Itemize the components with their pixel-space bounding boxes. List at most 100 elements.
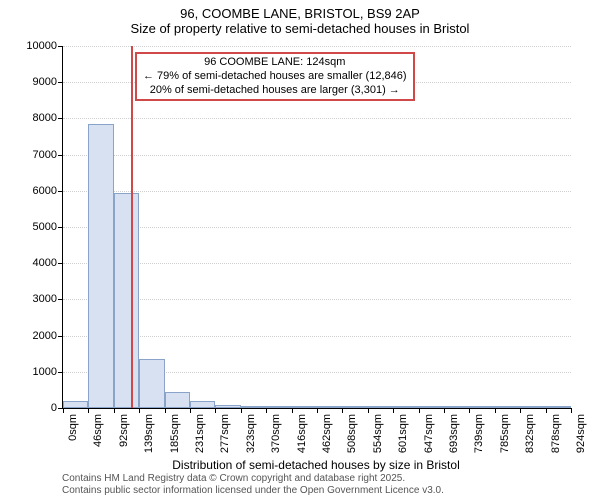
- xtick-mark: [342, 408, 343, 413]
- ytick-label: 0: [51, 402, 57, 414]
- histogram-bar: [292, 406, 317, 408]
- xtick-label: 462sqm: [321, 414, 333, 453]
- ytick-mark: [58, 82, 63, 83]
- annotation-line: ← 79% of semi-detached houses are smalle…: [143, 70, 407, 84]
- xtick-label: 277sqm: [219, 414, 231, 453]
- grid-line: [63, 299, 571, 300]
- histogram-bar: [419, 406, 444, 408]
- histogram-bar: [444, 406, 469, 408]
- xtick-mark: [317, 408, 318, 413]
- xtick-mark: [165, 408, 166, 413]
- footnote-line1: Contains HM Land Registry data © Crown c…: [62, 473, 405, 484]
- xtick-label: 185sqm: [169, 414, 181, 453]
- ytick-label: 7000: [33, 149, 57, 161]
- histogram-bar: [190, 401, 215, 408]
- grid-line: [63, 191, 571, 192]
- xtick-label: 693sqm: [448, 414, 460, 453]
- ytick-label: 4000: [33, 257, 57, 269]
- xtick-mark: [571, 408, 572, 413]
- xtick-mark: [368, 408, 369, 413]
- xtick-mark: [469, 408, 470, 413]
- histogram-bar: [139, 359, 164, 408]
- xtick-mark: [139, 408, 140, 413]
- annotation-line: 96 COOMBE LANE: 124sqm: [143, 56, 407, 70]
- histogram-bar: [114, 193, 139, 408]
- xtick-label: 92sqm: [118, 414, 130, 447]
- ytick-label: 9000: [33, 76, 57, 88]
- x-axis-label: Distribution of semi-detached houses by …: [172, 458, 459, 472]
- xtick-mark: [190, 408, 191, 413]
- xtick-mark: [520, 408, 521, 413]
- grid-line: [63, 227, 571, 228]
- xtick-label: 739sqm: [473, 414, 485, 453]
- ytick-label: 6000: [33, 185, 57, 197]
- xtick-label: 0sqm: [67, 414, 79, 441]
- ytick-mark: [58, 336, 63, 337]
- ytick-label: 3000: [33, 293, 57, 305]
- footnote-line2: Contains public sector information licen…: [62, 485, 444, 496]
- histogram-bar: [368, 406, 393, 408]
- histogram-bar: [393, 406, 418, 408]
- histogram-bar: [520, 406, 545, 408]
- xtick-label: 878sqm: [550, 414, 562, 453]
- histogram-bar: [317, 406, 342, 408]
- histogram-bar: [63, 401, 88, 408]
- xtick-mark: [444, 408, 445, 413]
- histogram-bar: [165, 392, 190, 408]
- ytick-label: 5000: [33, 221, 57, 233]
- histogram-bar: [88, 124, 113, 408]
- chart-plot-area: 0100020003000400050006000700080009000100…: [62, 46, 570, 408]
- histogram-bar: [266, 406, 291, 408]
- xtick-label: 416sqm: [296, 414, 308, 453]
- grid-line: [63, 263, 571, 264]
- ytick-mark: [58, 263, 63, 264]
- ytick-label: 10000: [26, 40, 57, 52]
- histogram-bar: [469, 406, 494, 408]
- grid-line: [63, 336, 571, 337]
- chart-title-line2: Size of property relative to semi-detach…: [0, 21, 600, 36]
- chart-title-line1: 96, COOMBE LANE, BRISTOL, BS9 2AP: [0, 0, 600, 21]
- xtick-mark: [63, 408, 64, 413]
- xtick-mark: [419, 408, 420, 413]
- xtick-label: 832sqm: [524, 414, 536, 453]
- ytick-mark: [58, 191, 63, 192]
- xtick-label: 139sqm: [143, 414, 155, 453]
- ytick-mark: [58, 372, 63, 373]
- xtick-label: 601sqm: [397, 414, 409, 453]
- plot-box: 0100020003000400050006000700080009000100…: [62, 46, 571, 409]
- xtick-label: 924sqm: [575, 414, 587, 453]
- grid-line: [63, 118, 571, 119]
- ytick-label: 1000: [33, 366, 57, 378]
- histogram-bar: [342, 406, 367, 408]
- xtick-mark: [88, 408, 89, 413]
- grid-line: [63, 155, 571, 156]
- xtick-label: 46sqm: [92, 414, 104, 447]
- ytick-mark: [58, 227, 63, 228]
- xtick-mark: [114, 408, 115, 413]
- ytick-mark: [58, 299, 63, 300]
- grid-line: [63, 46, 571, 47]
- annotation-box: 96 COOMBE LANE: 124sqm← 79% of semi-deta…: [135, 52, 415, 101]
- xtick-label: 231sqm: [194, 414, 206, 453]
- xtick-mark: [215, 408, 216, 413]
- reference-line: [131, 46, 133, 408]
- xtick-mark: [241, 408, 242, 413]
- xtick-label: 785sqm: [499, 414, 511, 453]
- xtick-label: 647sqm: [423, 414, 435, 453]
- ytick-label: 2000: [33, 330, 57, 342]
- histogram-bar: [495, 406, 520, 408]
- xtick-label: 323sqm: [245, 414, 257, 453]
- xtick-label: 554sqm: [372, 414, 384, 453]
- xtick-mark: [266, 408, 267, 413]
- xtick-mark: [393, 408, 394, 413]
- xtick-mark: [495, 408, 496, 413]
- xtick-label: 370sqm: [270, 414, 282, 453]
- ytick-mark: [58, 46, 63, 47]
- histogram-bar: [241, 406, 266, 408]
- ytick-mark: [58, 118, 63, 119]
- xtick-mark: [546, 408, 547, 413]
- ytick-mark: [58, 155, 63, 156]
- annotation-line: 20% of semi-detached houses are larger (…: [143, 84, 407, 98]
- ytick-label: 8000: [33, 112, 57, 124]
- histogram-bar: [215, 405, 240, 408]
